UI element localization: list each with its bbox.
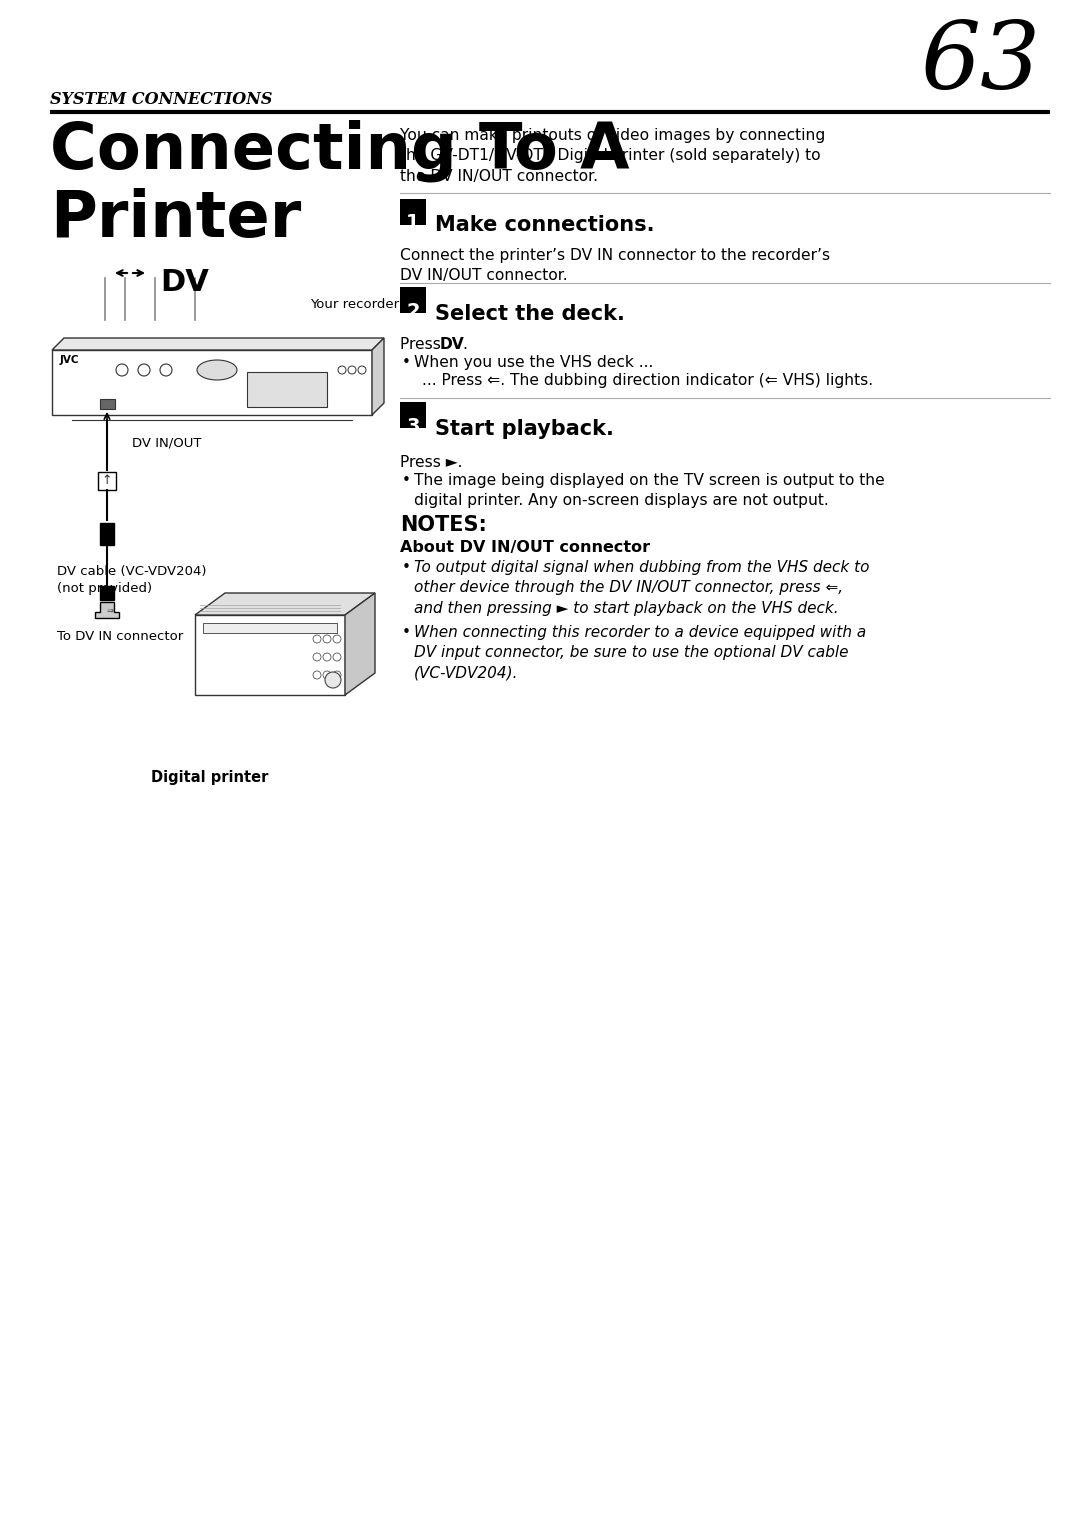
- Text: •: •: [402, 474, 410, 487]
- Text: .: .: [462, 338, 467, 351]
- Circle shape: [357, 367, 366, 374]
- Text: SYSTEM CONNECTIONS: SYSTEM CONNECTIONS: [50, 92, 272, 108]
- Text: •: •: [402, 559, 411, 575]
- Text: Press: Press: [400, 338, 446, 351]
- Text: 3: 3: [406, 417, 420, 435]
- Text: •: •: [402, 354, 410, 370]
- Circle shape: [348, 367, 356, 374]
- Text: ⇒: ⇒: [107, 605, 113, 614]
- Polygon shape: [195, 593, 375, 614]
- Text: 1: 1: [406, 212, 420, 232]
- Text: You can make printouts of video images by connecting
the GV-DT1/GV-DT3 Digital P: You can make printouts of video images b…: [400, 128, 825, 183]
- Circle shape: [323, 652, 330, 662]
- Circle shape: [313, 652, 321, 662]
- Text: Connect the printer’s DV IN connector to the recorder’s
DV IN/OUT connector.: Connect the printer’s DV IN connector to…: [400, 248, 831, 283]
- Bar: [400, 287, 426, 313]
- Bar: [100, 587, 114, 601]
- Bar: [52, 350, 372, 416]
- Bar: [400, 402, 426, 428]
- Bar: [100, 399, 114, 410]
- Polygon shape: [372, 338, 384, 416]
- Bar: [400, 199, 426, 225]
- Text: To DV IN connector: To DV IN connector: [57, 630, 184, 643]
- Circle shape: [323, 671, 330, 678]
- Text: NOTES:: NOTES:: [400, 515, 487, 535]
- Bar: [195, 614, 345, 695]
- Text: Digital printer: Digital printer: [151, 770, 269, 785]
- Polygon shape: [52, 338, 384, 350]
- Text: DV cable (VC-VDV204)
(not provided): DV cable (VC-VDV204) (not provided): [57, 565, 206, 594]
- Circle shape: [323, 636, 330, 643]
- Text: 63: 63: [920, 18, 1040, 108]
- Text: Connecting To A: Connecting To A: [50, 121, 630, 182]
- Text: •: •: [402, 625, 411, 640]
- Text: DV: DV: [440, 338, 464, 351]
- Text: Make connections.: Make connections.: [435, 215, 654, 235]
- Circle shape: [313, 636, 321, 643]
- Ellipse shape: [197, 361, 237, 380]
- Circle shape: [333, 671, 341, 678]
- Text: When connecting this recorder to a device equipped with a
DV input connector, be: When connecting this recorder to a devic…: [414, 625, 866, 681]
- Circle shape: [333, 652, 341, 662]
- Text: JVC: JVC: [60, 354, 80, 365]
- Text: When you use the VHS deck ...: When you use the VHS deck ...: [414, 354, 653, 370]
- Text: DV IN/OUT: DV IN/OUT: [132, 437, 202, 451]
- Text: About DV IN/OUT connector: About DV IN/OUT connector: [400, 539, 650, 555]
- Text: Press ►.: Press ►.: [400, 455, 462, 471]
- Text: Select the deck.: Select the deck.: [435, 304, 625, 324]
- Text: Start playback.: Start playback.: [435, 419, 613, 439]
- Circle shape: [325, 672, 341, 688]
- Text: ... Press ⇐. The dubbing direction indicator (⇐ VHS) lights.: ... Press ⇐. The dubbing direction indic…: [422, 373, 873, 388]
- Text: Printer: Printer: [50, 188, 301, 251]
- Circle shape: [338, 367, 346, 374]
- Polygon shape: [345, 593, 375, 695]
- Polygon shape: [95, 602, 119, 617]
- Text: DV: DV: [160, 267, 208, 296]
- Circle shape: [313, 671, 321, 678]
- Text: 2: 2: [406, 303, 420, 321]
- Circle shape: [116, 364, 129, 376]
- Bar: [203, 623, 337, 633]
- Bar: [100, 523, 114, 545]
- Bar: [98, 472, 116, 490]
- Text: The image being displayed on the TV screen is output to the
digital printer. Any: The image being displayed on the TV scre…: [414, 474, 885, 509]
- Text: Your recorder: Your recorder: [310, 298, 400, 312]
- Text: To output digital signal when dubbing from the VHS deck to
other device through : To output digital signal when dubbing fr…: [414, 559, 869, 616]
- Text: ↑: ↑: [102, 475, 112, 487]
- Circle shape: [333, 636, 341, 643]
- Bar: [247, 371, 327, 406]
- Circle shape: [138, 364, 150, 376]
- Circle shape: [160, 364, 172, 376]
